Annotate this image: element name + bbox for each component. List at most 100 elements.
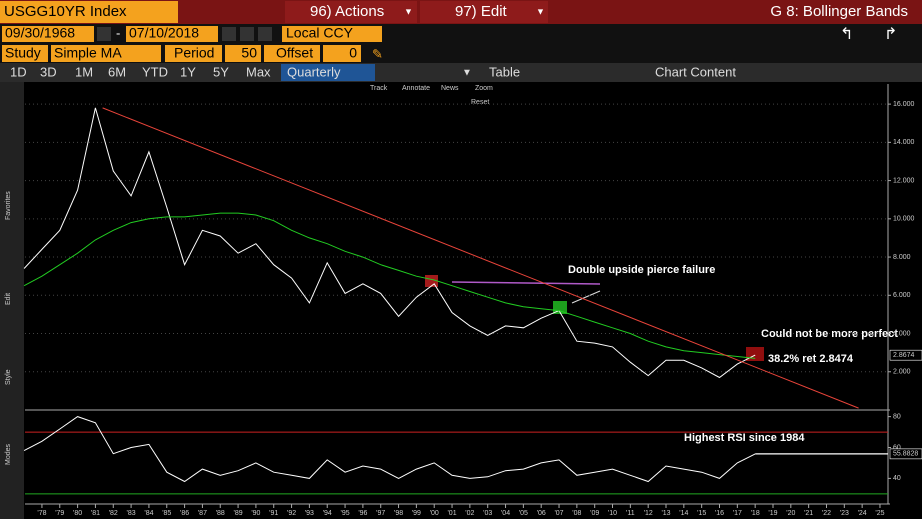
period-field[interactable] [225,45,261,62]
x-tick-label: '93 [305,510,314,517]
range-bar [0,63,922,82]
x-tick-label: '94 [323,510,332,517]
offset-label-box [264,45,320,62]
dropdown-icon: ▼ [462,68,472,79]
last-value-label: 55.8828 [893,451,918,458]
chart-content-button[interactable]: Chart Content [655,64,736,79]
frequency: Quarterly [287,64,341,79]
x-tick-label: '14 [679,510,688,517]
x-tick-label: '09 [590,510,599,517]
period-label-box [165,45,222,62]
dropdown-icon: ▼ [404,6,413,16]
study-field[interactable] [51,45,161,62]
range-button[interactable]: YTD [142,64,168,79]
range-button[interactable]: 6M [108,64,126,79]
chart-tools: Track Annotate News Zoom Reset [370,85,493,106]
y-tick-label: 16.000 [893,101,915,108]
table-button[interactable]: Table [489,64,520,79]
tool-button[interactable]: Reset [471,99,489,106]
annotation: Highest RSI since 1984 [684,432,805,444]
dash: - [116,25,120,40]
tool-button[interactable]: Track [370,85,388,92]
end-date-field[interactable] [126,26,218,42]
x-tick-label: '85 [162,510,171,517]
x-tick-label: '08 [572,510,581,517]
series-line [23,416,756,483]
edit: 97) Edit [455,3,508,20]
x-tick-label: '91 [269,510,278,517]
study: Simple MA [54,45,122,61]
y-tick-label: 2.000 [893,369,911,376]
actions-menu[interactable] [285,1,417,23]
x-tick-label: '82 [109,510,118,517]
x-tick-label: '22 [822,510,831,517]
x-tick-label: '18 [751,510,760,517]
start-date-field[interactable] [2,26,94,42]
edit-menu[interactable] [420,1,548,23]
x-tick-label: '13 [661,510,670,517]
study-label: Study [5,45,41,61]
start-date: 09/30/1968 [5,25,75,41]
x-tick-label: '01 [447,510,456,517]
x-tick-label: '04 [501,510,510,517]
pencil-icon[interactable]: ✎ [372,46,383,61]
x-tick-label: '96 [358,510,367,517]
offset-field[interactable] [323,45,361,62]
annotation-line [451,281,601,285]
x-tick-label: '99 [412,510,421,517]
function: G 8: Bollinger Bands [770,3,908,20]
x-tick-label: '02 [465,510,474,517]
range-button[interactable]: 1D [10,64,27,79]
annotation: Double upside pierce failure [568,264,715,276]
range-button[interactable]: 3D [40,64,57,79]
y-tick-label: 8.000 [893,254,911,261]
x-tick-label: '88 [216,510,225,517]
x-tick-label: '79 [55,510,64,517]
security-field[interactable] [0,1,178,23]
x-tick-label: '97 [376,510,385,517]
x-tick-label: '95 [340,510,349,517]
x-tick-label: '06 [537,510,546,517]
side-label: Favorites [5,191,12,220]
y-tick-label: 60 [893,444,901,451]
undo-icon[interactable]: ↰ [840,26,853,43]
x-tick-label: '00 [430,510,439,517]
side-toolbar [0,82,24,519]
y-tick-label: 6.000 [893,292,911,299]
redo-icon[interactable]: ↱ [884,26,897,43]
dropdown-icon: ▼ [536,6,545,16]
x-tick-label: '87 [198,510,207,517]
calendar-button[interactable] [97,27,111,41]
annotation-arrow [571,290,601,304]
tool-button[interactable]: Zoom [475,85,493,92]
calendar-button[interactable] [222,27,236,41]
security: USGG10YR Index [4,3,127,20]
annotation: 38.2% ret 2.8474 [768,353,854,365]
series-line [23,107,756,379]
x-tick-label: '20 [786,510,795,517]
range-button[interactable]: 1Y [180,64,196,79]
x-tick-label: '90 [251,510,260,517]
side-label: Style [5,369,12,385]
range-button[interactable]: 5Y [213,64,229,79]
next-button[interactable] [258,27,272,41]
y-tick-label: 10.000 [893,216,915,223]
x-tick-label: '05 [519,510,528,517]
tool-button[interactable]: Annotate [402,85,430,92]
last-value-box [889,349,922,361]
range-button[interactable]: Max [246,64,271,79]
prev-button[interactable] [240,27,254,41]
x-tick-label: '86 [180,510,189,517]
frequency-button[interactable] [281,64,375,81]
side-label: Edit [5,293,12,305]
range-button[interactable]: 1M [75,64,93,79]
tool-button[interactable]: News [441,85,459,92]
x-tick-label: '07 [554,510,563,517]
actions: 96) Actions [310,3,384,20]
period: 50 [241,45,257,61]
series-line [23,212,756,359]
x-tick-label: '89 [234,510,243,517]
x-tick-label: '12 [644,510,653,517]
currency-field[interactable] [282,26,382,42]
range-buttons: 1D 3D 1M 6M YTD 1Y 5Y Max [10,64,271,79]
